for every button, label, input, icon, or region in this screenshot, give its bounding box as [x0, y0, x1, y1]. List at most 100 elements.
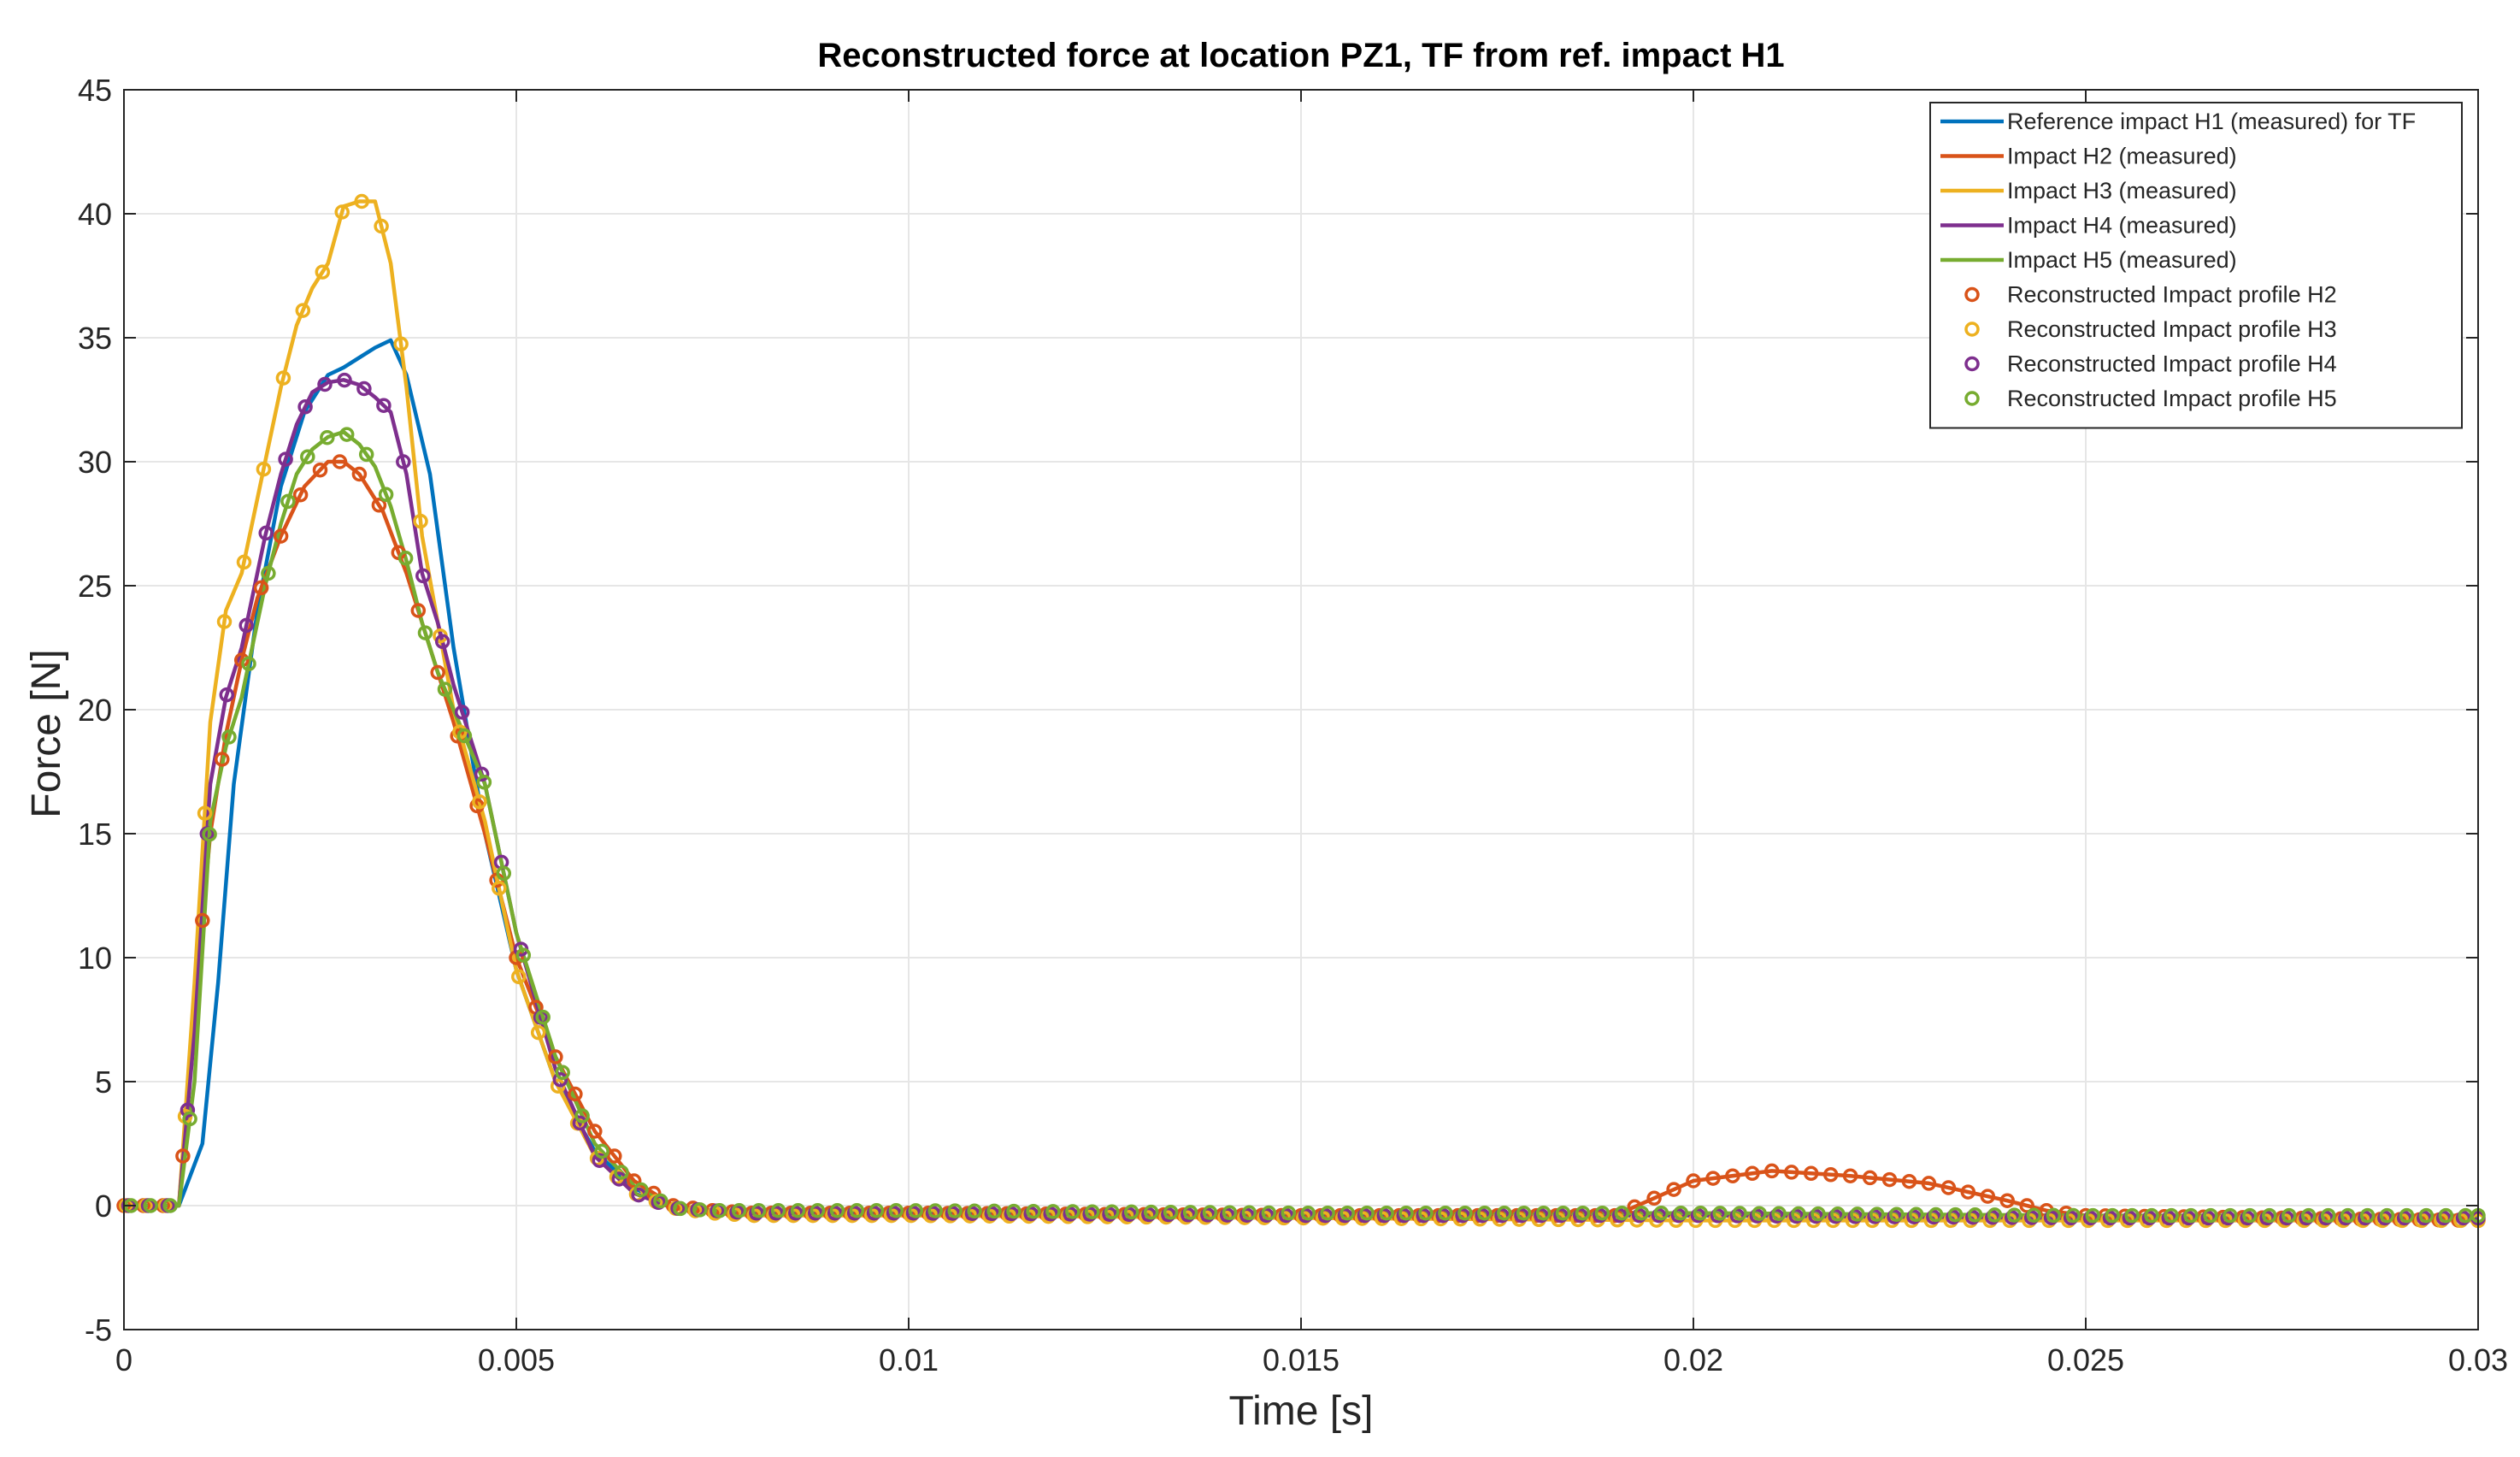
legend-entry: Impact H2 (measured): [2007, 144, 2237, 169]
legend-entry: Reconstructed Impact profile H2: [2007, 282, 2337, 308]
data-point: [886, 1205, 902, 1221]
data-point: [415, 568, 431, 584]
data-point: [1317, 1207, 1334, 1224]
data-point: [810, 1203, 826, 1218]
legend-swatch-marker: [1964, 321, 1980, 337]
y-axis-label: Force [N]: [24, 649, 69, 817]
data-point: [925, 1206, 941, 1221]
data-point: [611, 1171, 627, 1187]
data-point: [1764, 1163, 1780, 1179]
data-point: [2006, 1207, 2022, 1223]
data-point: [2085, 1207, 2101, 1224]
data-point: [849, 1203, 865, 1218]
data-point: [280, 493, 296, 510]
data-point: [788, 1205, 804, 1221]
data-point: [1946, 1209, 1961, 1225]
legend-swatch-marker: [1964, 356, 1980, 372]
data-point: [1163, 1204, 1179, 1220]
data-point: [356, 380, 372, 397]
data-point: [572, 1115, 588, 1131]
data-point: [315, 264, 331, 280]
data-point: [1514, 1207, 1529, 1224]
data-point: [945, 1206, 961, 1221]
data-point: [1901, 1173, 1917, 1189]
data-point: [986, 1203, 1002, 1219]
data-point: [238, 617, 254, 634]
legend-swatch-marker: [1964, 391, 1980, 406]
data-point: [376, 398, 392, 413]
data-point: [374, 218, 389, 234]
data-point: [1359, 1205, 1375, 1221]
data-point: [1803, 1165, 1819, 1182]
data-point: [2026, 1207, 2042, 1223]
data-point: [587, 1124, 603, 1139]
data-point: [2438, 1207, 2454, 1224]
data-point: [552, 1071, 568, 1088]
data-point: [614, 1165, 629, 1180]
data-point: [339, 427, 355, 442]
data-point: [1357, 1207, 1373, 1224]
data-point: [568, 1086, 583, 1102]
data-point: [2144, 1207, 2159, 1224]
data-point: [2379, 1207, 2395, 1224]
y-tick-label: 15: [78, 817, 112, 852]
data-point: [1339, 1205, 1355, 1221]
data-point: [1686, 1173, 1701, 1189]
data-point: [1202, 1205, 1218, 1220]
data-point: [2105, 1207, 2120, 1224]
data-point: [1769, 1208, 1785, 1224]
data-point: [846, 1205, 863, 1221]
data-point: [626, 1173, 642, 1189]
data-point: [334, 204, 350, 220]
data-point: [253, 580, 269, 596]
data-point: [1749, 1208, 1765, 1224]
data-point: [1980, 1189, 1996, 1204]
legend-entry: Reconstructed Impact profile H5: [2007, 386, 2337, 411]
data-point: [1219, 1207, 1235, 1223]
data-point: [300, 449, 315, 464]
data-point: [1985, 1210, 2000, 1225]
data-point: [476, 775, 492, 790]
data-point: [2359, 1207, 2376, 1224]
data-point: [197, 805, 213, 821]
data-point: [868, 1203, 885, 1218]
data-point: [317, 376, 333, 392]
data-point: [1258, 1207, 1275, 1224]
y-tick-label: 30: [78, 445, 112, 480]
y-tick-label: 25: [78, 569, 112, 604]
data-point: [2358, 1210, 2373, 1226]
data-point: [1181, 1207, 1196, 1223]
data-point: [827, 1205, 843, 1221]
data-point: [808, 1205, 823, 1221]
data-point: [175, 1148, 191, 1164]
data-point: [1065, 1204, 1080, 1219]
data-point: [530, 1024, 546, 1041]
data-point: [1710, 1208, 1726, 1224]
data-point: [2242, 1207, 2258, 1224]
data-point: [1788, 1208, 1805, 1224]
data-point: [261, 565, 276, 581]
data-point: [2004, 1210, 2020, 1225]
data-point: [2418, 1207, 2435, 1224]
data-point: [2320, 1207, 2336, 1224]
data-point: [180, 1102, 196, 1118]
x-tick-label: 0.03: [2448, 1342, 2508, 1377]
data-point: [1881, 1171, 1898, 1188]
y-tick-label: 45: [78, 73, 112, 108]
data-point: [888, 1203, 904, 1218]
data-point: [1553, 1207, 1569, 1224]
data-point: [2396, 1210, 2412, 1226]
data-point: [1102, 1206, 1117, 1222]
data-point: [1960, 1184, 1976, 1200]
data-point: [1867, 1209, 1882, 1224]
data-point: [2279, 1210, 2294, 1226]
data-point: [1822, 1167, 1839, 1183]
data-point: [1085, 1204, 1100, 1219]
data-point: [1239, 1207, 1255, 1223]
data-point: [202, 826, 217, 842]
data-point: [162, 1198, 178, 1213]
data-point: [1241, 1205, 1257, 1221]
data-point: [1847, 1209, 1863, 1224]
data-point: [1745, 1165, 1760, 1182]
data-point: [1398, 1205, 1414, 1221]
